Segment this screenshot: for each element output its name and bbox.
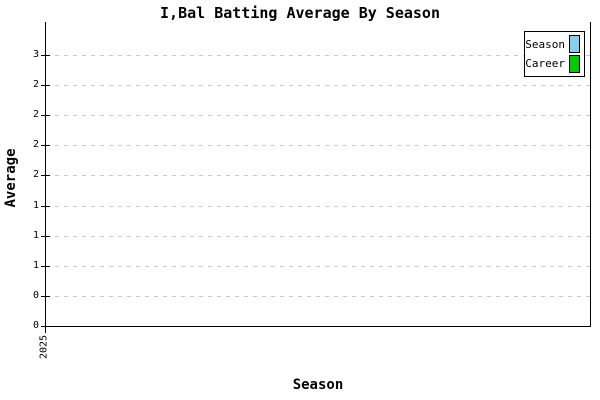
gridline <box>46 236 591 237</box>
y-tick-label: 0 <box>32 290 39 301</box>
y-tick-label: 1 <box>32 200 39 211</box>
gridline <box>46 115 591 116</box>
x-tick-mark <box>45 327 46 333</box>
gridline <box>46 206 591 207</box>
y-tick-label: 2 <box>32 79 39 90</box>
y-tick-label: 0 <box>32 320 39 331</box>
y-tick-label: 1 <box>32 230 39 241</box>
y-tick-label: 2 <box>32 139 39 150</box>
y-tick-mark <box>41 266 50 267</box>
y-tick-mark <box>41 145 50 146</box>
legend-item-season: Season <box>525 35 580 54</box>
y-tick-mark <box>41 85 50 86</box>
y-tick-mark <box>41 55 50 56</box>
chart-title: I,Bal Batting Average By Season <box>160 4 440 22</box>
x-tick-label-2025: 2025 <box>38 334 50 360</box>
legend-box: Season Career <box>524 31 585 77</box>
gridline <box>46 85 591 86</box>
y-tick-label: 3 <box>32 49 39 60</box>
plot-area <box>45 22 591 327</box>
gridline <box>46 175 591 176</box>
legend-swatch-career-icon <box>569 54 580 73</box>
gridline <box>46 145 591 146</box>
gridline <box>46 296 591 297</box>
y-tick-mark <box>41 206 50 207</box>
gridline <box>46 266 591 267</box>
y-tick-label: 1 <box>32 260 39 271</box>
y-tick-label: 2 <box>32 169 39 180</box>
y-tick-mark <box>41 175 50 176</box>
y-tick-mark <box>41 115 50 116</box>
legend-item-career: Career <box>525 54 580 73</box>
gridline <box>46 55 591 56</box>
y-tick-mark <box>41 296 50 297</box>
legend-label-career: Career <box>525 57 565 71</box>
y-tick-label: 2 <box>32 109 39 120</box>
x-axis-title: Season <box>292 377 344 393</box>
legend-swatch-season-icon <box>569 35 580 54</box>
y-tick-mark <box>41 236 50 237</box>
y-tick-mark <box>41 326 50 327</box>
legend-label-season: Season <box>525 37 565 51</box>
